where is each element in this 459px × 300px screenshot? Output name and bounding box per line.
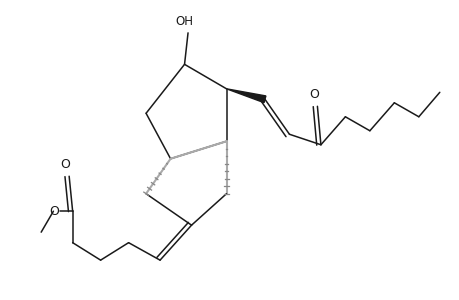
Text: OH: OH	[175, 15, 193, 28]
Text: O: O	[61, 158, 70, 171]
Polygon shape	[226, 89, 265, 103]
Text: O: O	[308, 88, 318, 101]
Text: O: O	[49, 205, 59, 218]
